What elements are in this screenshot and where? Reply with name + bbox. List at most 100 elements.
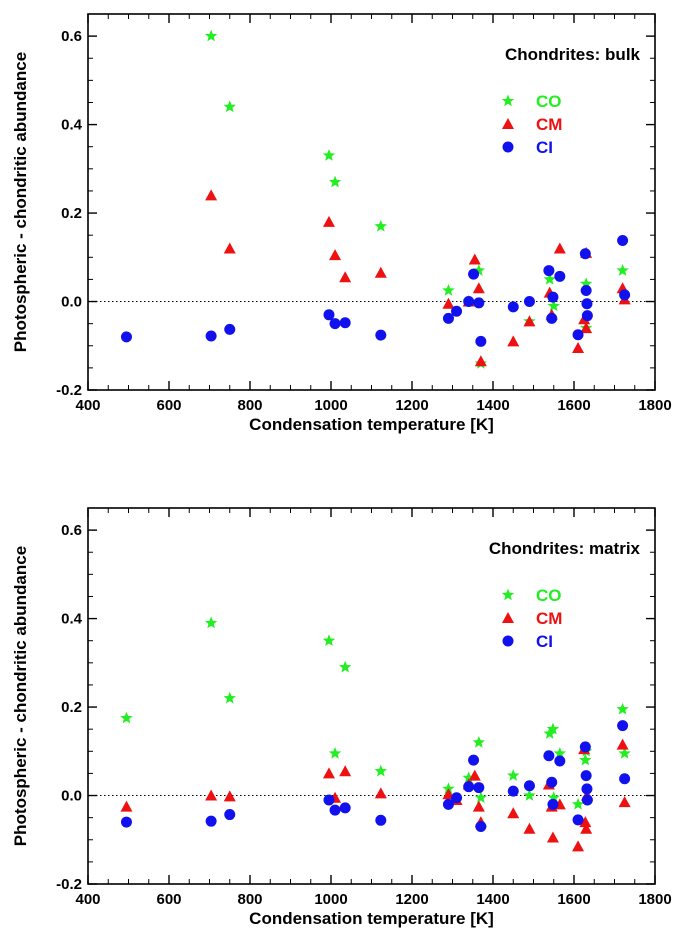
data-point-cm: [616, 738, 629, 750]
data-point-co: [547, 299, 560, 312]
data-point-ci: [581, 794, 593, 806]
data-point-cm: [523, 315, 536, 327]
data-point-co: [507, 769, 520, 781]
legend-label-ci: CI: [536, 138, 553, 157]
data-point-ci: [580, 770, 592, 782]
legend-label-cm: CM: [536, 609, 562, 628]
legend-marker-ci: [502, 141, 514, 153]
x-tick-label: 1200: [395, 397, 428, 414]
data-point-co: [618, 747, 631, 759]
data-point-cm: [120, 800, 133, 812]
data-point-cm: [472, 282, 485, 294]
legend-marker-cm: [502, 612, 514, 623]
data-point-ci: [543, 750, 555, 762]
data-point-co: [338, 660, 352, 673]
data-point-ci: [572, 814, 584, 826]
data-point-ci: [523, 296, 535, 308]
plot-frame: [87, 13, 656, 391]
data-point-cm: [322, 215, 335, 227]
legend-label-ci: CI: [536, 632, 553, 651]
x-tick-label: 800: [237, 891, 262, 908]
data-point-cm: [339, 271, 352, 283]
x-tick-label: 400: [75, 397, 100, 414]
x-tick-label: 1000: [314, 891, 347, 908]
legend-marker-co: [501, 94, 515, 107]
data-point-co: [223, 100, 236, 113]
data-point-ci: [473, 297, 485, 309]
data-point-ci: [547, 798, 559, 810]
data-point-ci: [329, 804, 341, 816]
data-point-ci: [224, 809, 236, 821]
data-point-co: [328, 175, 342, 188]
data-point-ci: [554, 755, 566, 767]
y-tick-label: 0.0: [61, 788, 82, 805]
data-point-co: [442, 283, 455, 296]
data-point-ci: [507, 785, 519, 797]
data-point-co: [374, 219, 387, 232]
data-point-cm: [553, 242, 566, 254]
data-point-co: [462, 771, 475, 784]
data-point-cm: [523, 822, 536, 834]
data-point-ci: [442, 798, 454, 810]
legend-marker-co: [501, 588, 515, 601]
legend-label-co: CO: [536, 586, 562, 605]
data-point-cm: [468, 769, 481, 781]
data-point-ci: [120, 816, 132, 828]
x-tick-label: 1200: [395, 891, 428, 908]
data-point-cm: [442, 297, 455, 309]
data-point-ci: [329, 318, 341, 330]
data-point-cm: [322, 767, 335, 779]
data-point-ci: [475, 335, 487, 347]
data-point-ci: [224, 323, 236, 335]
x-tick-label: 600: [156, 397, 181, 414]
data-point-cm: [223, 790, 236, 802]
legend-label-cm: CM: [536, 115, 562, 134]
x-axis-label: Condensation temperature [K]: [249, 909, 494, 928]
y-tick-label: 0.2: [61, 205, 82, 222]
chart-panel-2: 400 600 800 1000 1200 1400 1600 1800 -0.2 0.0 0.2 0…: [11, 507, 672, 928]
data-point-co: [523, 789, 536, 801]
data-point-ci: [323, 309, 335, 321]
x-tick-label: 1000: [314, 397, 347, 414]
data-point-co: [474, 791, 488, 803]
data-point-ci: [205, 815, 217, 827]
data-point-cm: [474, 355, 487, 367]
chart-panel-1: 400 600 800 1000 1200 1400 1600 1800 -0.2 0.0 0.2 0…: [11, 13, 672, 434]
y-axis-label: Photospheric - chondritic abundance: [11, 52, 30, 352]
data-point-ci: [375, 329, 387, 341]
data-point-ci: [581, 298, 593, 310]
data-point-ci: [473, 782, 485, 794]
data-point-cm: [329, 249, 342, 261]
data-point-cm: [468, 253, 481, 265]
data-point-co: [579, 753, 592, 766]
data-point-co: [546, 722, 560, 735]
data-point-ci: [463, 296, 475, 308]
data-point-cm: [507, 807, 520, 819]
data-point-co: [616, 702, 629, 715]
plot-frame: [87, 507, 656, 885]
data-point-cm: [472, 800, 485, 812]
data-point-co: [547, 791, 560, 803]
data-point-ci: [581, 310, 593, 322]
data-point-ci: [523, 780, 535, 792]
data-point-ci: [339, 802, 351, 814]
y-tick-label: 0.4: [61, 611, 83, 628]
x-tick-label: 1800: [638, 891, 671, 908]
data-point-ci: [543, 265, 555, 277]
y-tick-label: 0.4: [61, 117, 83, 134]
data-point-ci: [120, 331, 132, 343]
data-point-ci: [463, 781, 475, 793]
x-tick-label: 800: [237, 397, 262, 414]
data-point-cm: [580, 822, 593, 834]
data-point-cm: [618, 796, 631, 808]
data-point-co: [328, 747, 342, 759]
data-point-ci: [579, 741, 591, 753]
data-point-co: [374, 764, 387, 777]
data-point-ci: [468, 268, 480, 280]
y-tick-label: 0.6: [61, 522, 82, 539]
data-point-ci: [451, 792, 463, 804]
data-point-ci: [619, 773, 631, 785]
data-point-co: [571, 797, 585, 810]
data-point-ci: [468, 754, 480, 766]
data-point-cm: [205, 789, 218, 801]
